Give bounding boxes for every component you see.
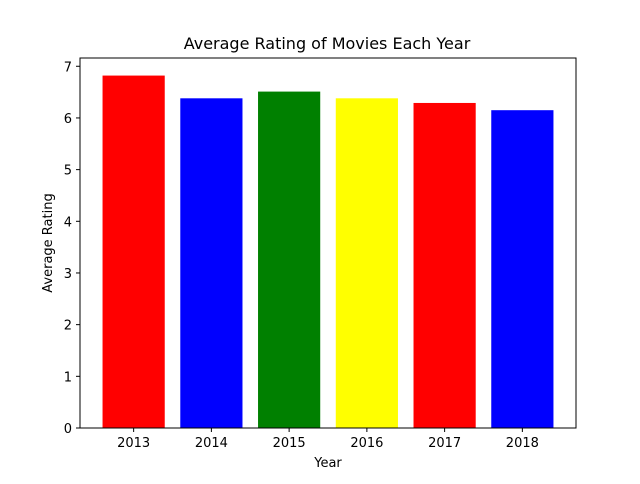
y-tick-label: 5: [64, 164, 72, 179]
bar-2014: [180, 98, 243, 429]
y-axis-label: Average Rating: [41, 193, 56, 292]
y-tick-label: 7: [64, 60, 72, 75]
chart-title: Average Rating of Movies Each Year: [184, 34, 471, 53]
bars-layer: [102, 75, 554, 429]
bar-2018: [491, 110, 554, 428]
y-axis-ticks: 0 1 2 3 4 5 6 7: [64, 60, 80, 437]
x-tick-label: 2013: [117, 436, 150, 451]
bar-2013: [102, 75, 165, 429]
x-tick-label: 2017: [428, 436, 461, 451]
bar-2016: [335, 98, 398, 429]
y-tick-label: 6: [64, 112, 72, 127]
y-tick-label: 0: [64, 422, 72, 437]
plot-frame: [79, 57, 577, 429]
x-tick-label: 2018: [506, 436, 539, 451]
x-axis-label: Year: [313, 456, 342, 471]
y-tick-label: 3: [64, 267, 72, 282]
y-tick-label: 1: [64, 370, 72, 385]
x-axis-ticks: 2013 2014 2015 2016 2017 2018: [117, 428, 539, 451]
bar-2017: [413, 102, 476, 428]
x-tick-label: 2015: [273, 436, 306, 451]
y-tick-label: 4: [64, 215, 72, 230]
bar-2015: [258, 91, 321, 428]
x-tick-label: 2016: [350, 436, 383, 451]
x-tick-label: 2014: [195, 436, 228, 451]
y-tick-label: 2: [64, 319, 72, 334]
